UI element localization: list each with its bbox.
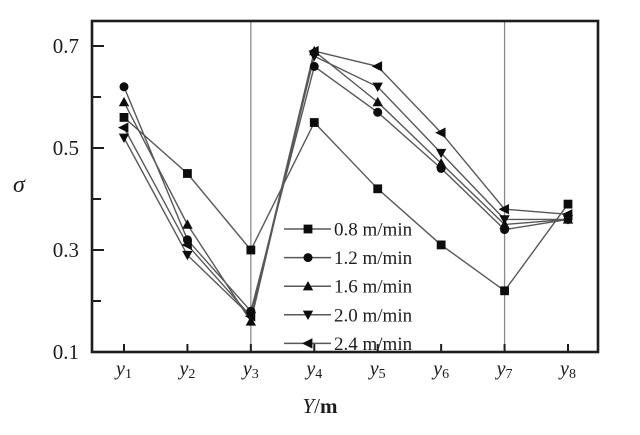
- data-point-0-8-m-min-y6: [436, 240, 446, 250]
- data-point-0-8-m-min-y5: [373, 184, 383, 194]
- data-point-2-4-m-min-y5: [371, 61, 383, 72]
- y-tick-label: 0.3: [53, 238, 79, 262]
- series-line-1-2-m-min: [123, 65, 569, 313]
- x-axis-label-separator: /: [314, 394, 321, 418]
- x-tick-label: y2: [177, 358, 195, 382]
- x-tick-label: y1: [114, 358, 132, 382]
- data-point-2-4-m-min-y7: [498, 204, 509, 215]
- legend-marker-triangle-up: [302, 281, 314, 291]
- x-tick-label: y5: [368, 358, 386, 382]
- series-line-2-4-m-min: [123, 50, 569, 318]
- x-tick-label: y6: [431, 358, 449, 382]
- x-tick-label: y4: [304, 358, 322, 382]
- data-point-2-4-m-min-y4: [308, 45, 319, 57]
- y-tick-label: 0.7: [53, 34, 79, 58]
- data-point-1-6-m-min-y1: [118, 96, 130, 107]
- data-point-1-2-m-min-y1: [119, 82, 129, 92]
- data-point-0-8-m-min-y7: [500, 286, 509, 296]
- x-axis-label-unit: m: [320, 394, 338, 418]
- data-point-0-8-m-min-y4: [309, 118, 319, 127]
- data-point-1-6-m-min-y5: [372, 96, 383, 107]
- series-line-1-6-m-min: [123, 49, 569, 324]
- data-point-2-4-m-min-y6: [435, 127, 446, 138]
- legend-marker-triangle-down: [302, 310, 314, 320]
- data-point-2-4-m-min-y8: [562, 209, 573, 220]
- data-point-2-4-m-min-y2: [181, 239, 192, 251]
- plot-frame: [90, 19, 600, 354]
- legend-marker-triangle-left: [302, 338, 313, 349]
- legend-label: 2.0 m/min: [334, 305, 413, 326]
- data-point-0-8-m-min-y8: [563, 199, 573, 209]
- data-point-1-2-m-min-y4: [309, 61, 319, 71]
- data-point-2-0-m-min-y1: [118, 133, 130, 143]
- legend-marker-square: [303, 224, 313, 234]
- legend-marker-circle: [303, 253, 313, 263]
- x-tick-label: y3: [241, 358, 259, 382]
- legend-label: 1.6 m/min: [334, 277, 413, 298]
- data-point-2-0-m-min-y7: [499, 215, 510, 225]
- data-point-0-8-m-min-y1: [119, 113, 129, 122]
- data-point-1-2-m-min-y5: [373, 107, 383, 117]
- series-line-2-0-m-min: [123, 55, 568, 318]
- data-point-2-4-m-min-y3: [244, 311, 256, 322]
- y-axis-label-sigma: σ: [13, 172, 25, 198]
- x-tick-label: y8: [558, 358, 576, 382]
- legend-label: 2.4 m/min: [334, 334, 413, 355]
- data-point-2-0-m-min-y2: [182, 250, 193, 261]
- data-point-0-8-m-min-y3: [246, 245, 256, 255]
- data-point-2-0-m-min-y6: [435, 148, 447, 159]
- data-point-1-6-m-min-y6: [435, 158, 447, 168]
- data-point-1-6-m-min-y2: [182, 219, 193, 229]
- data-point-0-8-m-min-y2: [183, 169, 192, 178]
- legend-label: 0.8 m/min: [334, 220, 413, 241]
- x-axis-label: Y/m: [0, 394, 640, 419]
- data-point-2-4-m-min-y1: [118, 122, 129, 133]
- y-tick-label: 0.5: [53, 136, 79, 160]
- data-point-2-0-m-min-y5: [372, 82, 383, 92]
- legend-label: 1.2 m/min: [334, 248, 413, 269]
- series-line-0-8-m-min: [123, 116, 569, 292]
- y-tick-label: 0.1: [53, 340, 79, 364]
- x-tick-label: y7: [495, 358, 513, 382]
- x-axis-label-symbol: Y: [302, 394, 315, 418]
